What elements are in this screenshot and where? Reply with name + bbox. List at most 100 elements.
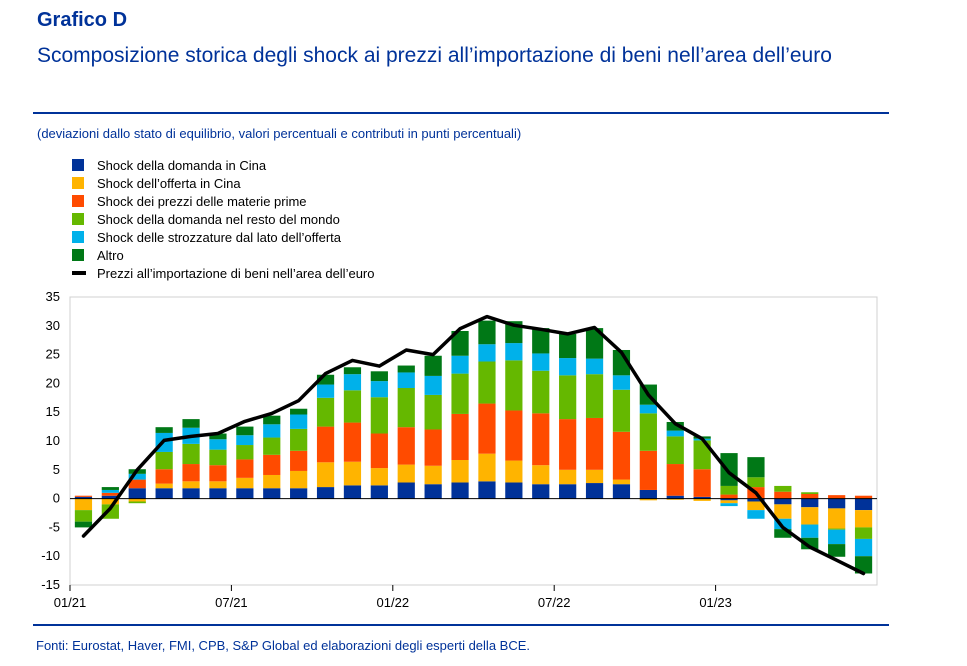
bar-segment <box>720 494 738 499</box>
bar-segment <box>828 495 846 499</box>
bar-segment <box>128 479 146 489</box>
bar-segment <box>532 484 550 499</box>
bar-segment <box>639 404 657 414</box>
bar-segment <box>532 413 550 466</box>
bar-segment <box>720 485 738 495</box>
bar-segment <box>370 485 388 499</box>
bar-segment <box>693 469 711 497</box>
bar-series <box>70 320 877 574</box>
bar-segment <box>774 529 792 538</box>
legend-item: Shock della domanda nel resto del mondo <box>72 210 374 228</box>
bar-segment <box>343 374 362 391</box>
bar-segment <box>343 485 362 499</box>
bar-segment <box>559 333 577 359</box>
bar-segment <box>182 464 200 482</box>
bar-segment <box>397 372 415 389</box>
bar-segment <box>209 439 227 450</box>
bar-segment <box>424 394 442 430</box>
bar-segment <box>774 491 792 499</box>
bar-segment <box>397 388 415 428</box>
bar-segment <box>854 556 873 574</box>
bar-segment <box>263 488 281 499</box>
bar-segment <box>585 374 604 418</box>
bar-segment <box>720 498 738 501</box>
bar-segment <box>505 482 523 499</box>
bar-segment <box>774 504 792 519</box>
legend-swatch <box>72 159 84 171</box>
bar-segment <box>236 426 254 436</box>
bar-segment <box>559 419 577 470</box>
bar-segment <box>290 450 308 471</box>
bar-segment <box>639 413 657 451</box>
bar-segment <box>209 465 227 482</box>
bar-segment <box>666 430 684 437</box>
bar-segment <box>343 367 362 375</box>
bar-segment <box>747 477 765 488</box>
bar-segment <box>101 495 119 499</box>
legend-item: Altro <box>72 246 374 264</box>
x-tick-label: 01/21 <box>54 595 87 610</box>
bar-segment <box>209 449 227 466</box>
bar-segment <box>370 468 388 486</box>
bar-segment <box>290 488 308 499</box>
bar-segment <box>478 481 496 499</box>
bar-segment <box>74 498 93 511</box>
bar-segment <box>155 469 173 484</box>
y-tick-label: 10 <box>46 433 60 448</box>
bar-segment <box>316 462 335 488</box>
legend-label: Shock dei prezzi delle materie prime <box>97 193 307 209</box>
legend-item: Prezzi all’importazione di beni nell’are… <box>72 264 374 282</box>
bar-segment <box>532 370 550 414</box>
line-series <box>81 314 866 576</box>
bar-segment <box>532 328 550 354</box>
legend-item: Shock dell’offerta in Cina <box>72 174 374 192</box>
legend-item: Shock dei prezzi delle materie prime <box>72 192 374 210</box>
legend-label: Shock della domanda in Cina <box>97 157 267 173</box>
bar-segment <box>612 484 631 499</box>
chart-frame <box>69 296 878 586</box>
bar-segment <box>74 521 93 528</box>
bar-segment <box>397 427 415 465</box>
bar-segment <box>559 484 577 499</box>
legend-item: Shock delle strozzature dal lato dell’of… <box>72 228 374 246</box>
bar-segment <box>182 443 200 465</box>
bar-segment <box>854 538 873 557</box>
bar-segment <box>397 365 415 373</box>
legend-label: Prezzi all’importazione di beni nell’are… <box>97 265 375 281</box>
bar-segment <box>101 487 119 490</box>
y-tick-label: -15 <box>41 577 60 592</box>
bar-segment <box>774 485 792 492</box>
bar-segment <box>74 495 93 497</box>
bar-segment <box>182 488 200 499</box>
x-tick-label: 07/21 <box>215 595 248 610</box>
bar-segment <box>854 498 873 511</box>
bar-segment <box>666 421 684 431</box>
y-tick-label: 30 <box>46 318 60 333</box>
bar-segment <box>854 495 873 499</box>
bar-segment <box>666 498 684 500</box>
bar-segment <box>128 473 146 480</box>
bar-segment <box>505 410 523 461</box>
bar-segment <box>532 353 550 371</box>
bar-segment <box>720 503 738 507</box>
bar-segment <box>612 431 631 480</box>
bar-segment <box>666 436 684 465</box>
bar-segment <box>343 390 362 423</box>
bar-segment <box>424 375 442 395</box>
legend: Shock della domanda in Cina Shock dell’o… <box>72 156 374 282</box>
bar-segment <box>236 477 254 489</box>
bar-segment <box>316 426 335 463</box>
bar-segment <box>343 461 362 486</box>
legend-item: Shock della domanda in Cina <box>72 156 374 174</box>
y-tick-label: 5 <box>53 462 60 477</box>
bar-segment <box>343 422 362 462</box>
bar-segment <box>74 496 93 499</box>
legend-label: Shock della domanda nel resto del mondo <box>97 211 340 227</box>
bar-segment <box>612 479 631 485</box>
bar-segment <box>532 465 550 485</box>
bar-segment <box>101 492 119 496</box>
bar-segment <box>774 498 792 505</box>
bar-segment <box>424 429 442 466</box>
legend-label: Shock dell’offerta in Cina <box>97 175 241 191</box>
bar-segment <box>236 459 254 478</box>
